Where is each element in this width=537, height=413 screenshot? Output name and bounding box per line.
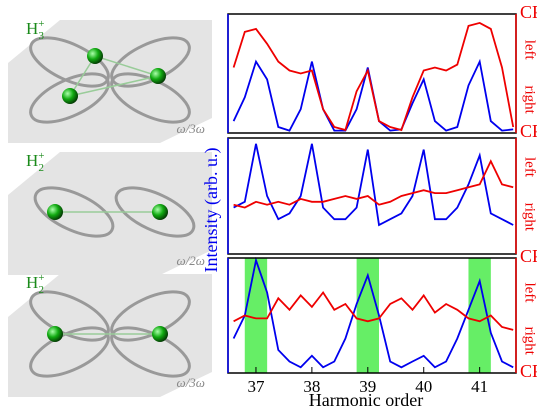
series-line <box>233 143 514 227</box>
x-tick-label: 38 <box>303 377 320 396</box>
cp-axis-label: CP <box>520 2 537 22</box>
illustration-panel: H+ 2 ω/2ω <box>8 150 212 275</box>
cp-axis-label: CP <box>520 246 537 266</box>
x-tick-label: 41 <box>471 377 488 396</box>
cp-axis-label: left <box>522 40 537 61</box>
nucleus <box>62 88 78 104</box>
cp-axis-label: CP <box>520 361 537 381</box>
plane <box>8 152 212 275</box>
series-line <box>233 159 514 209</box>
series-line <box>232 256 514 369</box>
cp-axis-label: left <box>522 157 537 178</box>
cp-axis-label: CP <box>520 121 537 141</box>
cp-axis-label: right <box>522 327 537 356</box>
x-tick-label: 37 <box>247 377 265 396</box>
ion-count: 3 <box>39 30 45 42</box>
ion-count: 2 <box>39 162 45 174</box>
ion-charge: + <box>38 18 44 30</box>
ion-symbol: H <box>26 151 38 170</box>
nucleus <box>152 204 168 220</box>
ion-label: H+ 3 <box>26 18 45 42</box>
ion-charge: + <box>38 272 44 284</box>
ion-symbol: H <box>26 273 38 292</box>
series-line <box>232 21 515 132</box>
nucleus <box>87 48 103 64</box>
orbit-loop <box>33 186 115 238</box>
x-tick-label: 40 <box>415 377 432 396</box>
series-line <box>233 290 514 331</box>
cp-axis-label: right <box>522 86 537 115</box>
illustration-panel: H+ 3 ω/3ω <box>8 18 212 143</box>
ion-label: H+ 2 <box>26 272 45 296</box>
y-axis-label: Intensity (arb. u.) <box>201 148 222 273</box>
nucleus <box>47 204 63 220</box>
illustrations: H+ 3ω/3ωH+ 2ω/2ωH+ 2ω/3ω <box>8 18 212 397</box>
bond <box>68 55 161 98</box>
field-label: ω/3ω <box>177 121 205 136</box>
ion-label: H+ 2 <box>26 150 45 174</box>
highlight-band <box>356 258 379 373</box>
field-label: ω/2ω <box>177 253 205 268</box>
field-label: ω/3ω <box>177 375 205 390</box>
cp-axis-label: right <box>522 203 537 232</box>
illustration-panel: H+ 2 ω/3ω <box>8 272 212 397</box>
ion-symbol: H <box>26 19 38 38</box>
orbit-loop <box>29 72 110 124</box>
highlight-band <box>468 258 491 373</box>
plots: CP left right CP left right Intensity (arb. u.… <box>201 2 537 410</box>
ion-charge: + <box>38 150 44 162</box>
orbit-loop <box>114 186 196 238</box>
plot-frame <box>227 137 517 255</box>
plot-frame <box>227 13 517 134</box>
plane <box>8 274 212 397</box>
cp-axis-label: left <box>522 283 537 304</box>
nucleus <box>152 326 168 342</box>
x-tick-label: 39 <box>359 377 376 396</box>
nucleus <box>150 68 166 84</box>
x-axis-label: Harmonic order <box>309 390 423 410</box>
nucleus <box>47 326 63 342</box>
ion-count: 2 <box>39 284 45 296</box>
plane <box>8 20 212 143</box>
